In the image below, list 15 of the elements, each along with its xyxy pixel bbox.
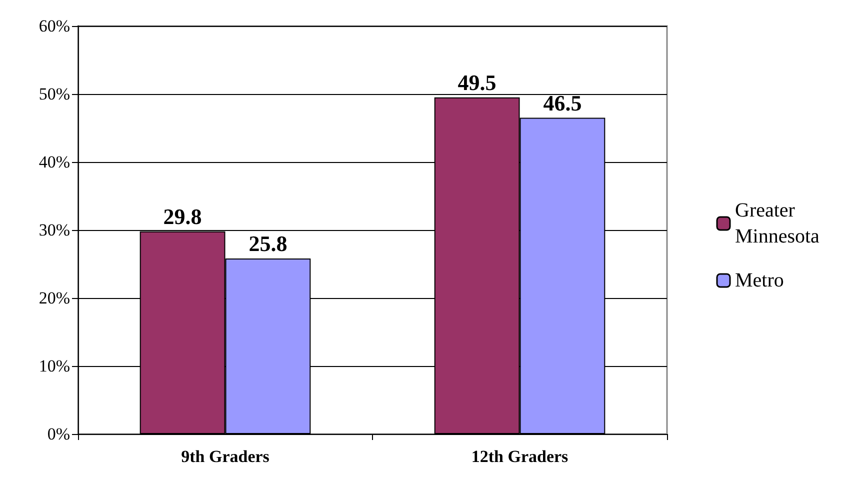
x-tick-label: 9th Graders bbox=[181, 447, 270, 466]
legend-label: Greater Minnesota bbox=[735, 200, 820, 248]
data-label: 49.5 bbox=[458, 70, 496, 95]
y-tick-label: 20% bbox=[38, 288, 70, 308]
y-tick-label: 0% bbox=[47, 424, 70, 444]
y-tick-label: 30% bbox=[38, 220, 70, 240]
y-tick-label: 10% bbox=[38, 356, 70, 376]
data-label: 46.5 bbox=[543, 90, 582, 116]
x-tick-label: 12th Graders bbox=[471, 447, 569, 466]
data-label: 29.8 bbox=[163, 204, 202, 229]
y-tick-label: 50% bbox=[38, 84, 70, 104]
data-label: 25.8 bbox=[248, 231, 288, 256]
legend-label: Metro bbox=[735, 270, 784, 292]
y-tick-label: 40% bbox=[38, 152, 70, 172]
y-tick-label: 60% bbox=[38, 16, 70, 36]
